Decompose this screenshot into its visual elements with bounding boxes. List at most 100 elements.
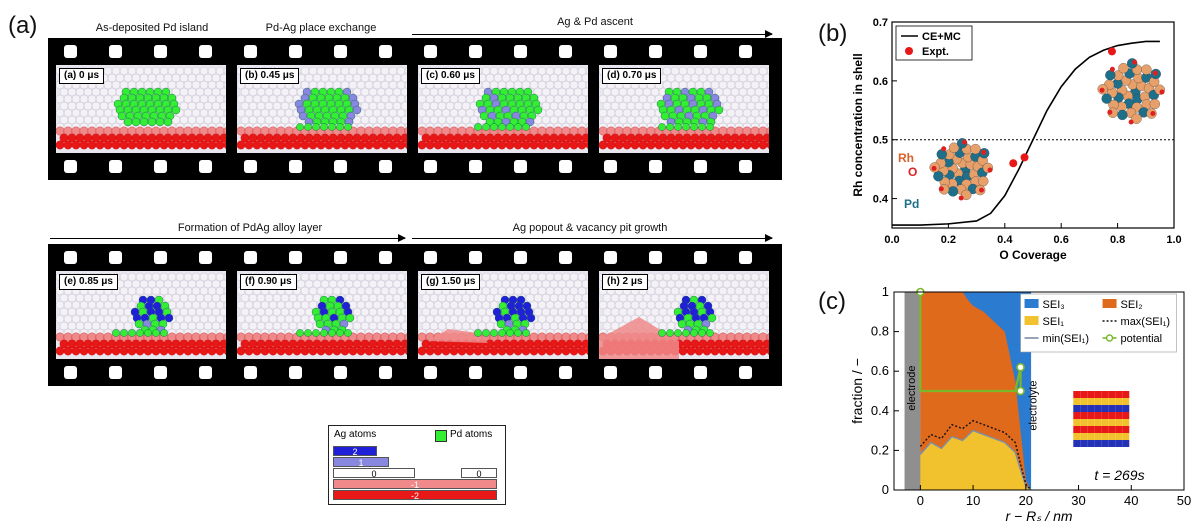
stage-arrow [50,234,406,242]
sprocket-hole [244,160,257,173]
simulation-frame: (b) 0.45 μs [237,65,407,153]
x-tick-label: 0.0 [884,234,899,246]
sprocket-hole [469,160,482,173]
cube-voxel [1115,391,1123,398]
cube-voxel [1122,419,1130,426]
film-strip-bottom: (e) 0.85 μs (f) 0.90 μs (g) 1.50 μs (h) 2 μ… [48,244,782,386]
sprocket-hole [289,366,302,379]
y-axis-label: Rh concentration in shell [851,53,865,196]
cube-voxel [1087,426,1095,433]
potential-marker [1016,362,1025,372]
x-tick-label: 0.6 [1054,234,1069,246]
cube-voxel [1101,391,1109,398]
cube-voxel [1087,398,1095,405]
cube-voxel [1108,391,1116,398]
frame-time-label: (f) 0.90 μs [240,274,297,290]
panel-b-label: (b) [818,20,848,47]
cube-voxel [1094,419,1102,426]
rh-rich-particle-inset [1097,58,1165,125]
legend-swatch [1102,299,1117,308]
sei-fraction-chart: 0 10 20 30 40 50 0 0.2 0.4 0.6 0.8 1 r − Rₛ / nm frac… [849,284,1191,524]
sprocket-hole [289,251,302,264]
cube-voxel [1073,419,1081,426]
sprocket-hole [694,366,707,379]
sprocket-hole [559,45,572,58]
cube-voxel [1073,440,1081,447]
y-tick-label: 0.5 [873,135,888,147]
sprocket-hole [379,45,392,58]
plot-frame [891,21,1175,229]
sprocket-hole [109,251,122,264]
sprocket-hole [289,160,302,173]
cube-voxel [1080,440,1088,447]
cube-voxel [1115,433,1123,440]
electrolyte-label: electrolyte [1027,380,1039,430]
cube-voxel [1080,419,1088,426]
x-tick-label: 30 [1071,493,1085,508]
ag-level-bar: 0 [333,468,415,479]
y-tick-label: 0.4 [871,403,889,418]
sprocket-hole [514,366,527,379]
stage-caption: Pd-Ag place exchange [265,22,377,34]
cube-voxel [1101,433,1109,440]
frame-time-label: (c) 0.60 μs [421,68,480,84]
cube-voxel [1087,419,1095,426]
cube-voxel [1080,412,1088,419]
cube-voxel [1122,405,1130,412]
cube-voxel [1087,433,1095,440]
expt-point [1107,47,1116,56]
ag-atoms-title: Ag atoms [334,429,377,440]
cube-voxel [1094,398,1102,405]
cube-voxel [1080,391,1088,398]
cube-voxel [1108,405,1116,412]
sprocket-hole [154,160,167,173]
sprocket-hole [244,251,257,264]
cube-voxel [1122,426,1130,433]
y-axis-label: fraction / − [849,358,865,424]
cube-voxel [1080,398,1088,405]
sprocket-hole [469,45,482,58]
cube-voxel [1115,419,1123,426]
atom-snapshot [418,272,588,356]
sprocket-hole [739,45,752,58]
sprocket-hole [694,251,707,264]
cube-voxel [1073,433,1081,440]
legend-label: SEI₂ [1121,299,1143,311]
legend-box [1020,293,1177,353]
sprocket-hole [649,45,662,58]
expt-point [1020,153,1029,162]
sprocket-hole [244,45,257,58]
simulation-frame: (f) 0.90 μs [237,271,407,359]
x-tick-label: 0 [917,493,924,508]
stage-caption: Formation of PdAg alloy layer [177,222,323,234]
x-tick-label: 40 [1124,493,1138,508]
cube-voxel [1108,426,1116,433]
cube-voxel [1101,426,1109,433]
atom-snapshot [599,272,769,359]
atom-snapshot [599,66,769,150]
sprocket-hole [379,160,392,173]
sprocket-hole [424,45,437,58]
legend-swatch [1024,316,1039,325]
sprocket-hole [469,251,482,264]
film-strip-top: (a) 0 μs (b) 0.45 μs (c) 0.60 μs (d) 0.70 μ… [48,38,782,180]
expt-point [1009,159,1018,168]
max-sei1-line [919,419,1032,491]
sprocket-hole [334,45,347,58]
electrode-region [904,292,921,490]
sprocket-hole [64,366,77,379]
sprocket-hole [514,160,527,173]
sprocket-hole [424,251,437,264]
ag-level-bar: -1 [333,479,497,490]
x-tick-label: 20 [1019,493,1033,508]
sprocket-hole [739,251,752,264]
sprocket-hole [424,366,437,379]
stage-caption: Ag popout & vacancy pit growth [512,222,668,234]
ag-level-bar: 2 [333,446,377,457]
atom-snapshot [237,66,407,150]
x-axis-label: r − Rₛ / nm [1005,508,1072,524]
cube-voxel [1122,398,1130,405]
inset-element-label: Rh [898,151,914,165]
cube-voxel [1073,426,1081,433]
electrode-label: electrode [906,366,918,411]
